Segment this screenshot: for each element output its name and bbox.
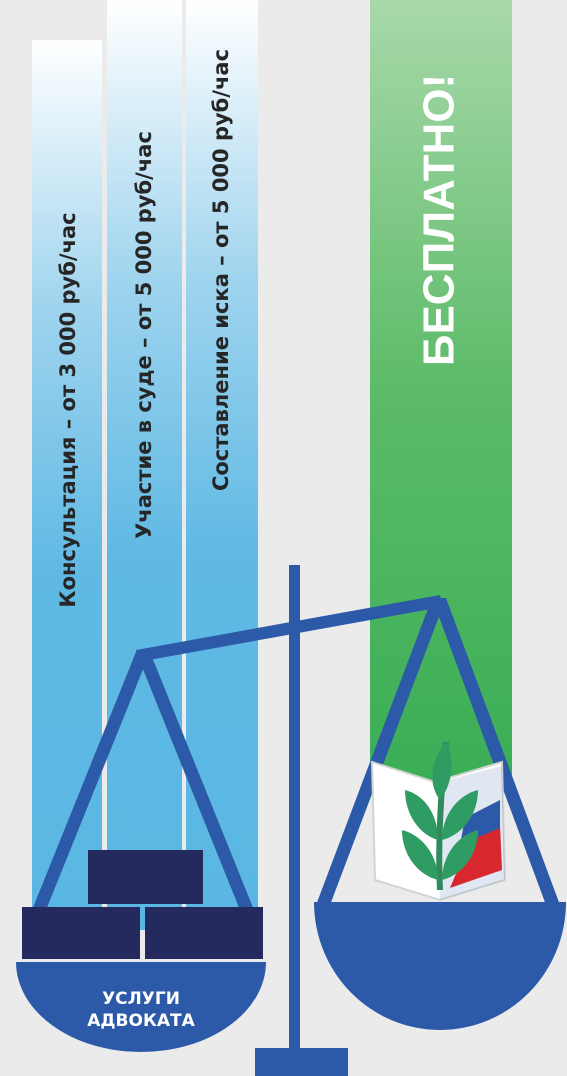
- box: [145, 907, 263, 959]
- column-label: Консультация – от 3 000 руб/час: [56, 212, 80, 607]
- pan-label: АДВОКАТА: [87, 1011, 195, 1031]
- leaf: [442, 790, 478, 840]
- chain: [316, 598, 446, 905]
- column-label: Составление иска – от 5 000 руб/час: [209, 49, 233, 491]
- flag-red: [450, 825, 502, 888]
- leaf: [402, 830, 438, 880]
- free-label: БЕСПЛАТНО!: [415, 74, 464, 366]
- pan-label: УСЛУГИ: [102, 989, 180, 1009]
- leaf: [405, 790, 438, 840]
- box: [88, 850, 203, 904]
- price-column: [107, 0, 182, 930]
- beam: [136, 595, 442, 662]
- free-column: [370, 0, 512, 780]
- leaf: [442, 830, 478, 880]
- right-pan: [314, 902, 566, 1030]
- column-label: Участие в суде – от 5 000 руб/час: [132, 131, 156, 539]
- box: [22, 907, 140, 959]
- logo: [370, 741, 507, 902]
- chain: [28, 652, 150, 920]
- chain: [432, 598, 560, 905]
- leaf: [432, 742, 452, 800]
- pole: [289, 565, 300, 1050]
- scales: [16, 565, 566, 1076]
- pole-base: [255, 1048, 348, 1076]
- chain: [136, 652, 258, 920]
- left-pan: [16, 962, 266, 1052]
- boxes: [22, 850, 263, 959]
